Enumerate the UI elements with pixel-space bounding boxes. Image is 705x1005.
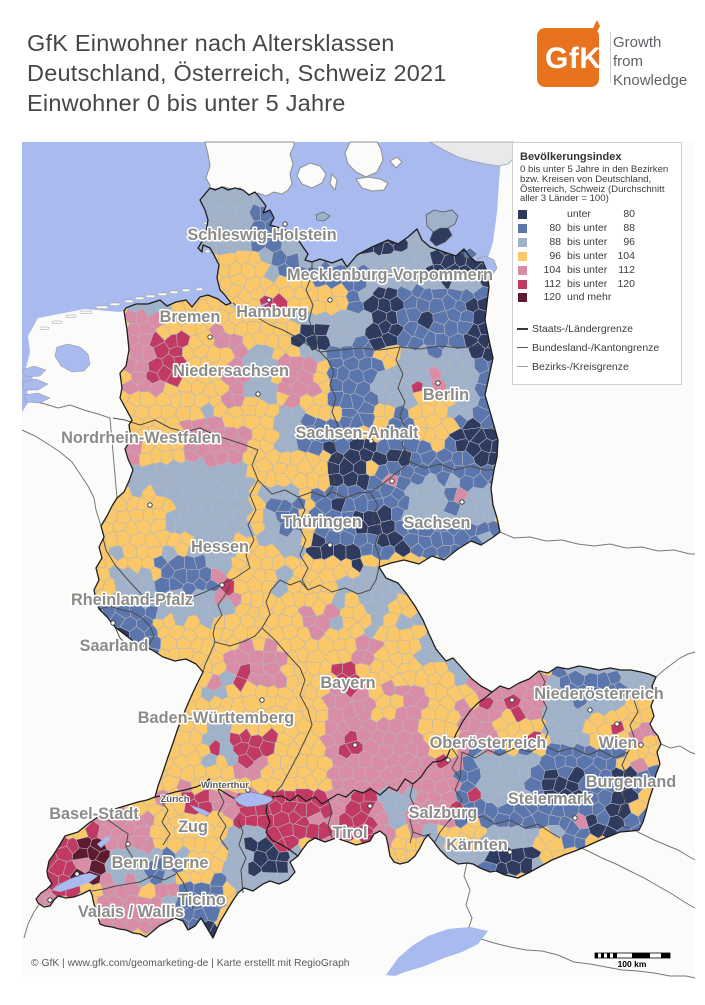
svg-text:Ticino: Ticino (178, 891, 226, 909)
svg-text:Bayern: Bayern (320, 674, 375, 692)
svg-text:Mecklenburg-Vorpommern: Mecklenburg-Vorpommern (287, 266, 493, 284)
svg-text:Basel-Stadt: Basel-Stadt (49, 805, 139, 823)
svg-text:Berlin: Berlin (423, 386, 469, 404)
svg-text:Bern / Berne: Bern / Berne (112, 854, 209, 872)
svg-text:Oberösterreich: Oberösterreich (430, 734, 547, 752)
svg-text:Niederösterreich: Niederösterreich (534, 685, 663, 703)
svg-text:Tirol: Tirol (333, 824, 368, 842)
svg-text:Zug: Zug (178, 818, 208, 836)
svg-text:Rheinland-Pfalz: Rheinland-Pfalz (71, 591, 193, 609)
svg-text:Winterthur: Winterthur (201, 780, 249, 791)
svg-text:Nordrhein-Westfalen: Nordrhein-Westfalen (61, 429, 221, 447)
svg-text:Baden-Württemberg: Baden-Württemberg (138, 709, 295, 727)
svg-text:Schleswig-Holstein: Schleswig-Holstein (187, 226, 336, 244)
svg-text:Saarland: Saarland (80, 637, 149, 655)
svg-text:Sachsen-Anhalt: Sachsen-Anhalt (295, 424, 419, 442)
svg-text:Niedersachsen: Niedersachsen (173, 362, 289, 380)
svg-text:Wien: Wien (599, 734, 638, 752)
svg-text:100 km: 100 km (618, 959, 647, 969)
svg-text:Hamburg: Hamburg (236, 303, 307, 321)
svg-text:Salzburg: Salzburg (409, 804, 478, 822)
svg-text:Sachsen: Sachsen (404, 514, 471, 532)
svg-text:© GfK | www.gfk.com/geomarketi: © GfK | www.gfk.com/geomarketing-de | Ka… (31, 958, 350, 969)
svg-text:Valais / Wallis: Valais / Wallis (78, 903, 184, 921)
svg-text:Zürich: Zürich (160, 794, 189, 805)
svg-text:Bremen: Bremen (160, 308, 221, 326)
svg-text:Burgenland: Burgenland (586, 773, 676, 791)
svg-text:Thüringen: Thüringen (282, 513, 362, 531)
svg-text:Hessen: Hessen (191, 538, 249, 556)
svg-text:Kärnten: Kärnten (446, 836, 508, 854)
svg-text:Steiermark: Steiermark (508, 790, 593, 808)
